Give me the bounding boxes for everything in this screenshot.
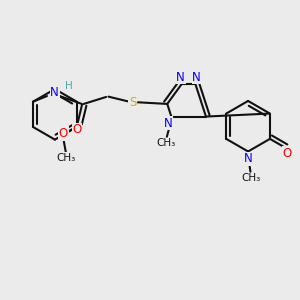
Text: O: O [59,127,68,140]
Text: CH₃: CH₃ [242,173,261,183]
Text: S: S [129,96,136,110]
Text: H: H [65,81,73,91]
Text: CH₃: CH₃ [156,138,176,148]
Text: N: N [244,152,253,165]
Text: N: N [176,70,185,83]
Text: N: N [192,70,201,83]
Text: CH₃: CH₃ [57,153,76,163]
Text: O: O [72,123,82,136]
Text: N: N [50,86,59,99]
Text: O: O [282,147,292,160]
Text: N: N [164,116,173,130]
